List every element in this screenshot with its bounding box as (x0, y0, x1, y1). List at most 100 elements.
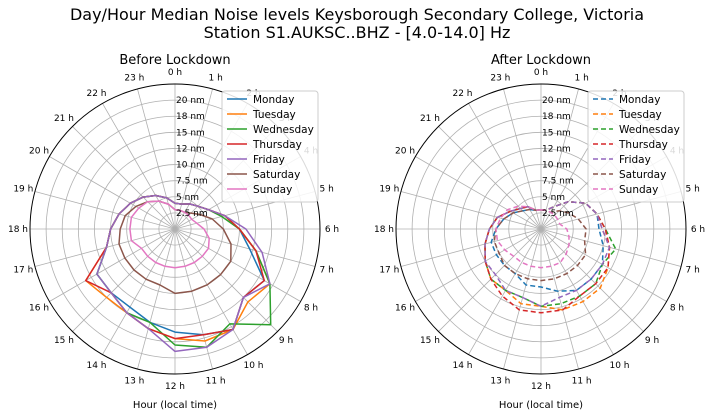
theta-tick-label: 9 h (645, 336, 659, 346)
r-tick-label: 2.5 nm (176, 209, 208, 219)
angular-gridline (540, 228, 667, 302)
angular-gridline (174, 88, 213, 230)
theta-tick-label: 6 h (691, 225, 705, 235)
theta-tick-label: 7 h (686, 266, 700, 276)
legend-label-friday: Friday (253, 154, 285, 166)
legend-label-tuesday: Tuesday (252, 109, 296, 121)
angular-gridline (34, 191, 176, 230)
legend-label-friday: Friday (619, 154, 651, 166)
theta-tick-label: 21 h (420, 114, 440, 124)
series-line-thursday (484, 200, 611, 314)
theta-tick-label: 8 h (304, 304, 318, 314)
x-axis-label: Hour (local time) (499, 400, 583, 411)
theta-tick-label: 16 h (29, 304, 49, 314)
angular-gridline (49, 156, 176, 230)
angular-gridline (72, 126, 176, 230)
angular-gridline (415, 228, 542, 302)
angular-gridline (174, 228, 301, 302)
theta-tick-label: 12 h (531, 382, 551, 392)
legend-label-wednesday: Wednesday (253, 124, 314, 136)
angular-gridline (137, 88, 176, 230)
legend-label-wednesday: Wednesday (619, 124, 680, 136)
angular-gridline (102, 228, 176, 355)
theta-tick-label: 23 h (124, 73, 144, 83)
theta-tick-label: 6 h (325, 225, 339, 235)
series-line-friday (96, 194, 271, 353)
theta-tick-label: 22 h (452, 89, 472, 99)
angular-gridline (540, 228, 614, 355)
angular-gridline (540, 228, 682, 267)
series-line-saturday (493, 208, 587, 282)
theta-tick-label: 17 h (13, 266, 33, 276)
theta-tick-label: 16 h (395, 304, 415, 314)
r-tick-label: 15 nm (176, 128, 205, 138)
theta-tick-label: 18 h (374, 225, 394, 235)
legend-label-monday: Monday (253, 94, 294, 106)
polar-frame (29, 83, 321, 375)
subplot-title: Before Lockdown (119, 53, 230, 68)
theta-tick-label: 5 h (686, 184, 700, 194)
subplot-title: After Lockdown (491, 53, 591, 68)
angular-gridline (34, 228, 176, 267)
theta-tick-label: 1 h (208, 73, 222, 83)
theta-tick-label: 8 h (670, 304, 684, 314)
r-tick-label: 20 nm (542, 96, 571, 106)
series-line-sunday (129, 200, 210, 269)
r-tick-label: 5 nm (176, 193, 199, 203)
r-tick-label: 12 nm (176, 144, 205, 154)
theta-tick-label: 19 h (13, 184, 33, 194)
angular-gridline (503, 228, 542, 370)
theta-tick-label: 20 h (395, 147, 415, 157)
theta-tick-label: 15 h (420, 336, 440, 346)
legend-label-sunday: Sunday (253, 184, 292, 196)
legend-label-sunday: Sunday (619, 184, 658, 196)
legend-label-thursday: Thursday (252, 139, 302, 151)
theta-tick-label: 14 h (452, 361, 472, 371)
theta-tick-label: 21 h (54, 114, 74, 124)
figure-title-line-1: Day/Hour Median Noise levels Keysborough… (69, 5, 645, 24)
r-tick-label: 10 nm (542, 161, 571, 171)
polar-frame (395, 83, 687, 375)
angular-gridline (468, 228, 542, 355)
theta-tick-label: 12 h (165, 382, 185, 392)
angular-gridline (137, 228, 176, 370)
theta-tick-label: 19 h (379, 184, 399, 194)
angular-gridline (72, 228, 176, 332)
angular-gridline (49, 228, 176, 302)
r-tick-label: 18 nm (542, 112, 571, 122)
theta-tick-label: 20 h (29, 147, 49, 157)
theta-tick-label: 14 h (86, 361, 106, 371)
theta-tick-label: 0 h (534, 68, 548, 78)
series-line-friday (484, 200, 611, 308)
theta-tick-label: 22 h (86, 89, 106, 99)
figure-title-line-2: Station S1.AUKSC..BHZ - [4.0-14.0] Hz (203, 23, 511, 42)
angular-gridline (174, 228, 278, 332)
x-axis-label: Hour (local time) (133, 400, 217, 411)
theta-tick-label: 1 h (574, 73, 588, 83)
theta-tick-label: 10 h (609, 361, 629, 371)
angular-gridline (174, 228, 213, 370)
angular-gridline (468, 103, 542, 230)
legend-label-saturday: Saturday (253, 169, 300, 181)
theta-tick-label: 11 h (572, 377, 592, 387)
angular-gridline (400, 191, 542, 230)
r-tick-label: 2.5 nm (542, 209, 574, 219)
theta-tick-label: 17 h (379, 266, 399, 276)
theta-tick-label: 5 h (320, 184, 334, 194)
theta-tick-label: 13 h (490, 377, 510, 387)
theta-tick-label: 0 h (168, 68, 182, 78)
angular-gridline (540, 228, 579, 370)
polar-chart-before-lockdown: 2.5 nm 5 nm 7.5 nm 10 nm 12 nm 15 nm 18 nm 20 n… (8, 53, 339, 411)
angular-gridline (438, 228, 542, 332)
theta-tick-label: 7 h (320, 266, 334, 276)
legend-label-monday: Monday (619, 94, 660, 106)
r-tick-label: 18 nm (176, 112, 205, 122)
theta-tick-label: 18 h (8, 225, 28, 235)
polar-chart-after-lockdown: 2.5 nm 5 nm 7.5 nm 10 nm 12 nm 15 nm 18 nm 20 n… (374, 53, 705, 411)
r-tick-label: 7.5 nm (176, 177, 208, 187)
legend-label-tuesday: Tuesday (618, 109, 662, 121)
series-line-monday (490, 200, 604, 292)
r-tick-label: 10 nm (176, 161, 205, 171)
series-line-sunday (495, 205, 570, 269)
